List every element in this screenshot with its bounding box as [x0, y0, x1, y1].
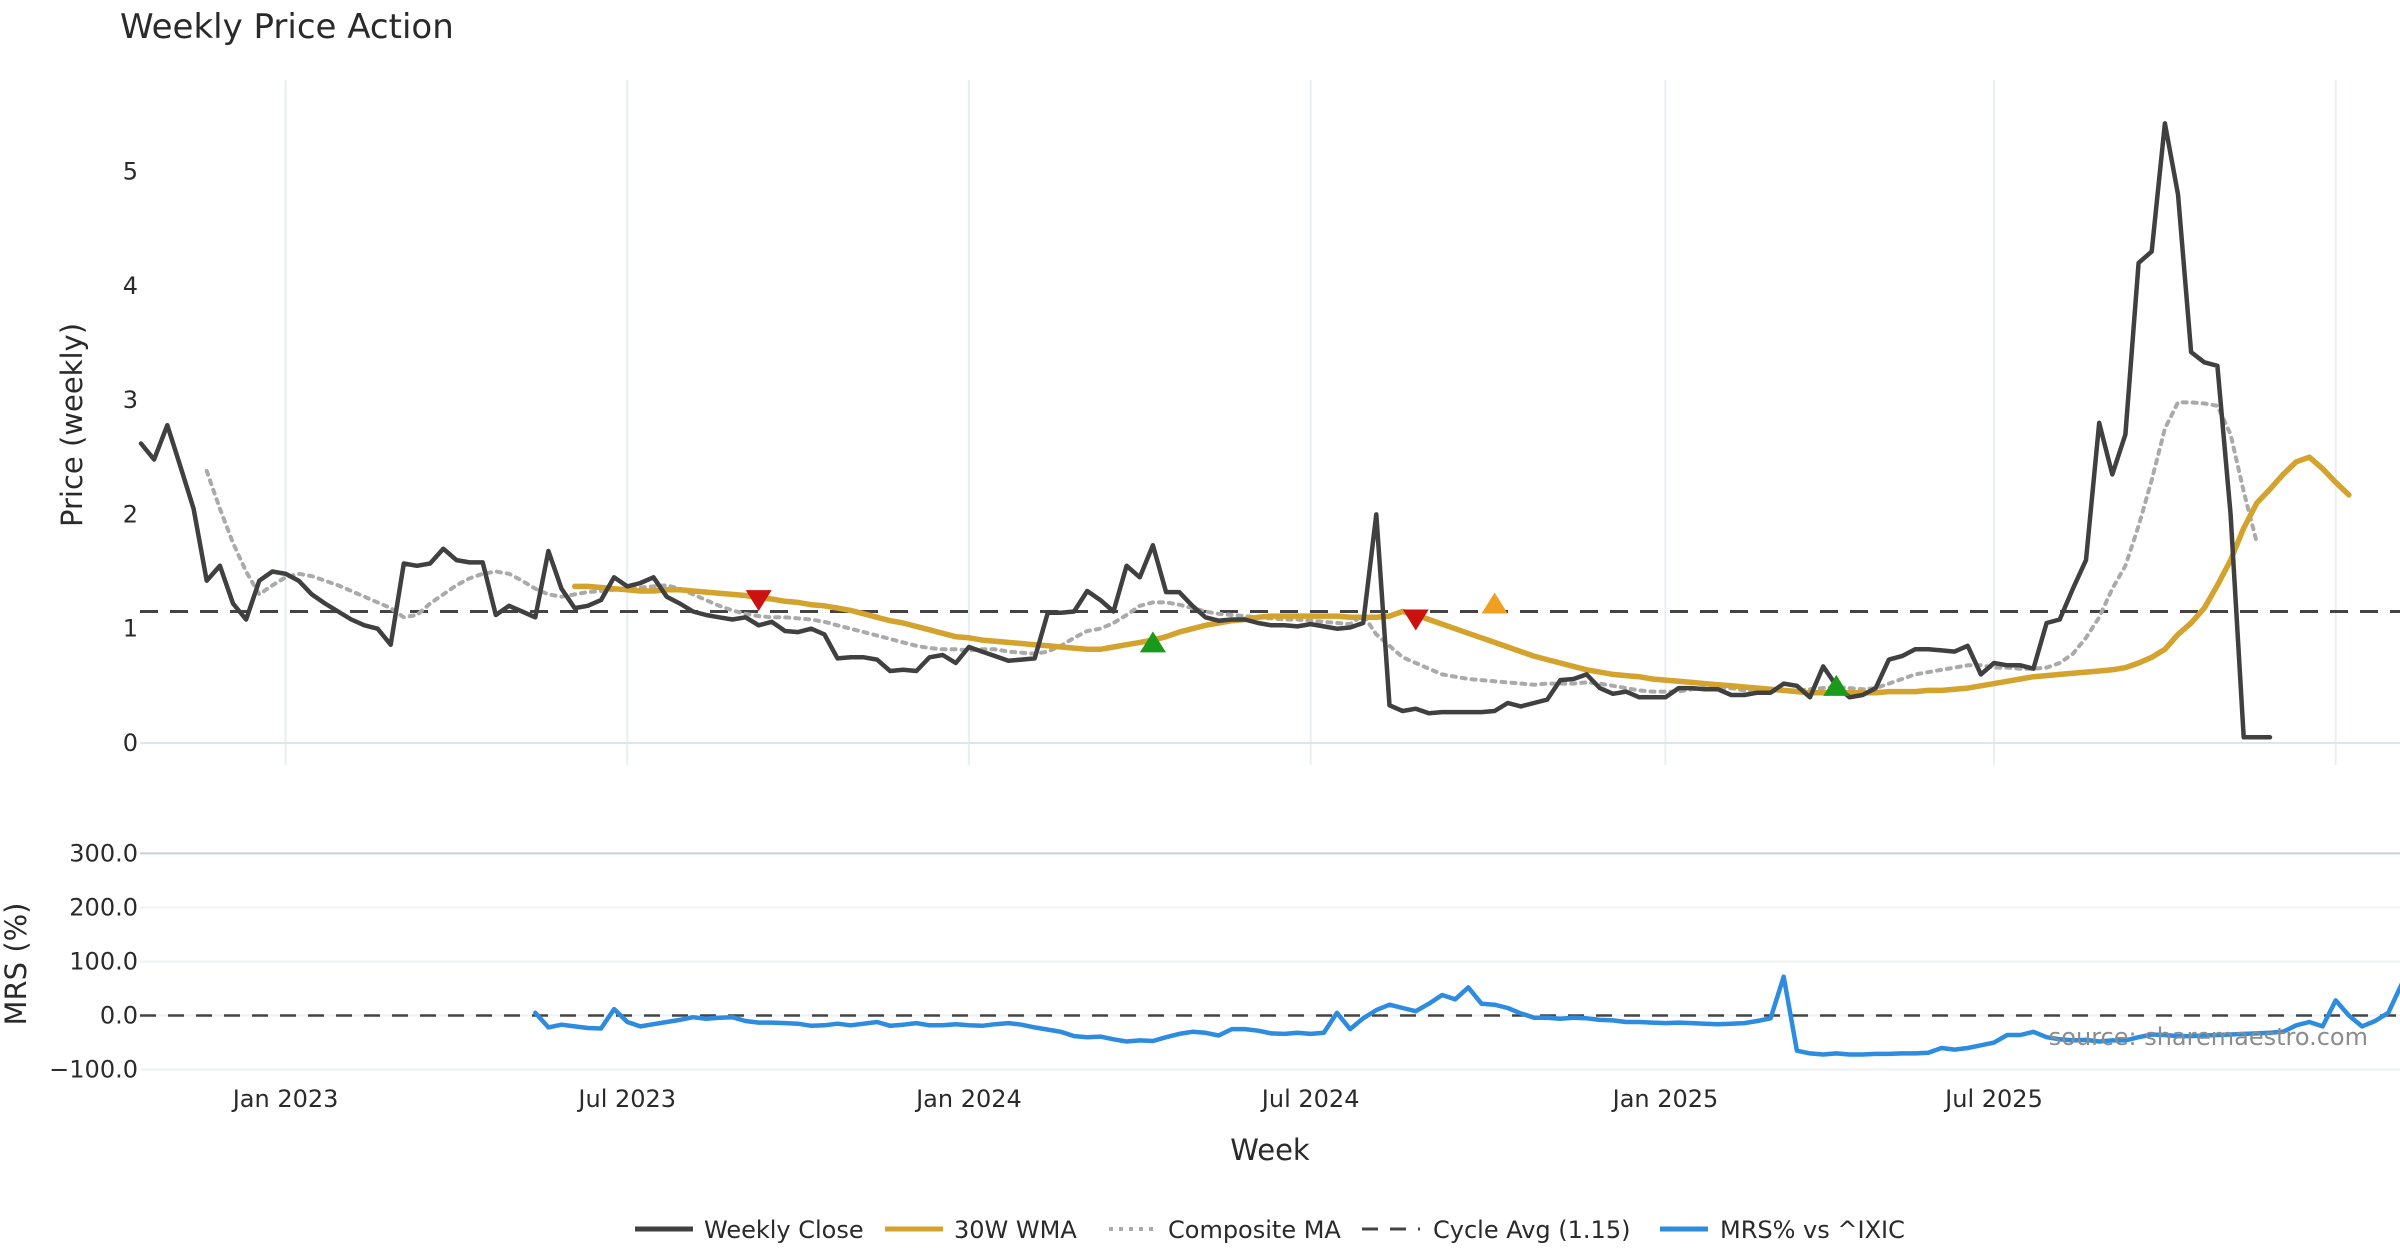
signal-marker-warn — [1481, 592, 1508, 614]
legend-label-weekly-close: Weekly Close — [704, 1216, 864, 1244]
x-axis-label: Week — [1230, 1133, 1310, 1167]
mrs-y-tick-label: −100.0 — [49, 1056, 138, 1084]
mrs-y-tick-label: 0.0 — [100, 1002, 138, 1030]
legend-label-composite-ma: Composite MA — [1168, 1216, 1341, 1244]
price-y-tick-label: 5 — [123, 157, 138, 185]
series-mrs-vs-ixic — [533, 974, 2400, 1057]
mrs-y-tick-label: 100.0 — [69, 948, 138, 976]
legend-label-cycle-avg: Cycle Avg (1.15) — [1433, 1216, 1630, 1244]
price-y-tick-label: 1 — [123, 615, 138, 643]
series-weekly-close — [138, 121, 2273, 740]
signal-marker-sell — [1402, 609, 1429, 631]
signal-marker-sell — [745, 590, 772, 612]
mrs-y-tick-label: 300.0 — [69, 839, 138, 867]
price-panel-gridlines — [140, 80, 2400, 765]
x-tick-label: Jan 2023 — [231, 1085, 339, 1113]
mrs-y-axis-label: MRS (%) — [0, 903, 33, 1026]
x-tick-label: Jan 2024 — [914, 1085, 1022, 1113]
x-tick-label: Jul 2025 — [1943, 1085, 2043, 1113]
price-y-ticks: 0 1 2 3 4 5 — [123, 157, 138, 757]
signal-markers — [745, 590, 1850, 696]
source-note: source: sharemaestro.com — [2049, 1023, 2368, 1051]
price-y-tick-label: 0 — [123, 729, 138, 757]
legend-label-30w-wma: 30W WMA — [954, 1216, 1077, 1244]
signal-marker-buy — [1823, 674, 1850, 696]
price-y-tick-label: 3 — [123, 386, 138, 414]
price-y-axis-label: Price (weekly) — [55, 323, 89, 527]
x-tick-label: Jul 2023 — [576, 1085, 676, 1113]
x-ticks: Jan 2023 Jul 2023 Jan 2024 Jul 2024 Jan 2025… — [231, 1085, 2043, 1113]
x-tick-label: Jan 2025 — [1611, 1085, 1719, 1113]
signal-marker-buy — [1139, 631, 1166, 653]
x-tick-label: Jul 2024 — [1260, 1085, 1360, 1113]
mrs-y-tick-label: 200.0 — [69, 893, 138, 921]
legend-label-mrs: MRS% vs ^IXIC — [1720, 1216, 1905, 1244]
series-composite-ma — [204, 400, 2259, 694]
mrs-y-ticks: 300.0 200.0 100.0 0.0 −100.0 — [49, 839, 138, 1083]
price-y-tick-label: 2 — [123, 500, 138, 528]
legend: Weekly Close 30W WMA Composite MA Cycle … — [635, 1216, 1905, 1244]
series-30w-wma — [571, 454, 2352, 696]
chart-title: Weekly Price Action — [120, 7, 454, 47]
price-y-tick-label: 4 — [123, 272, 138, 300]
